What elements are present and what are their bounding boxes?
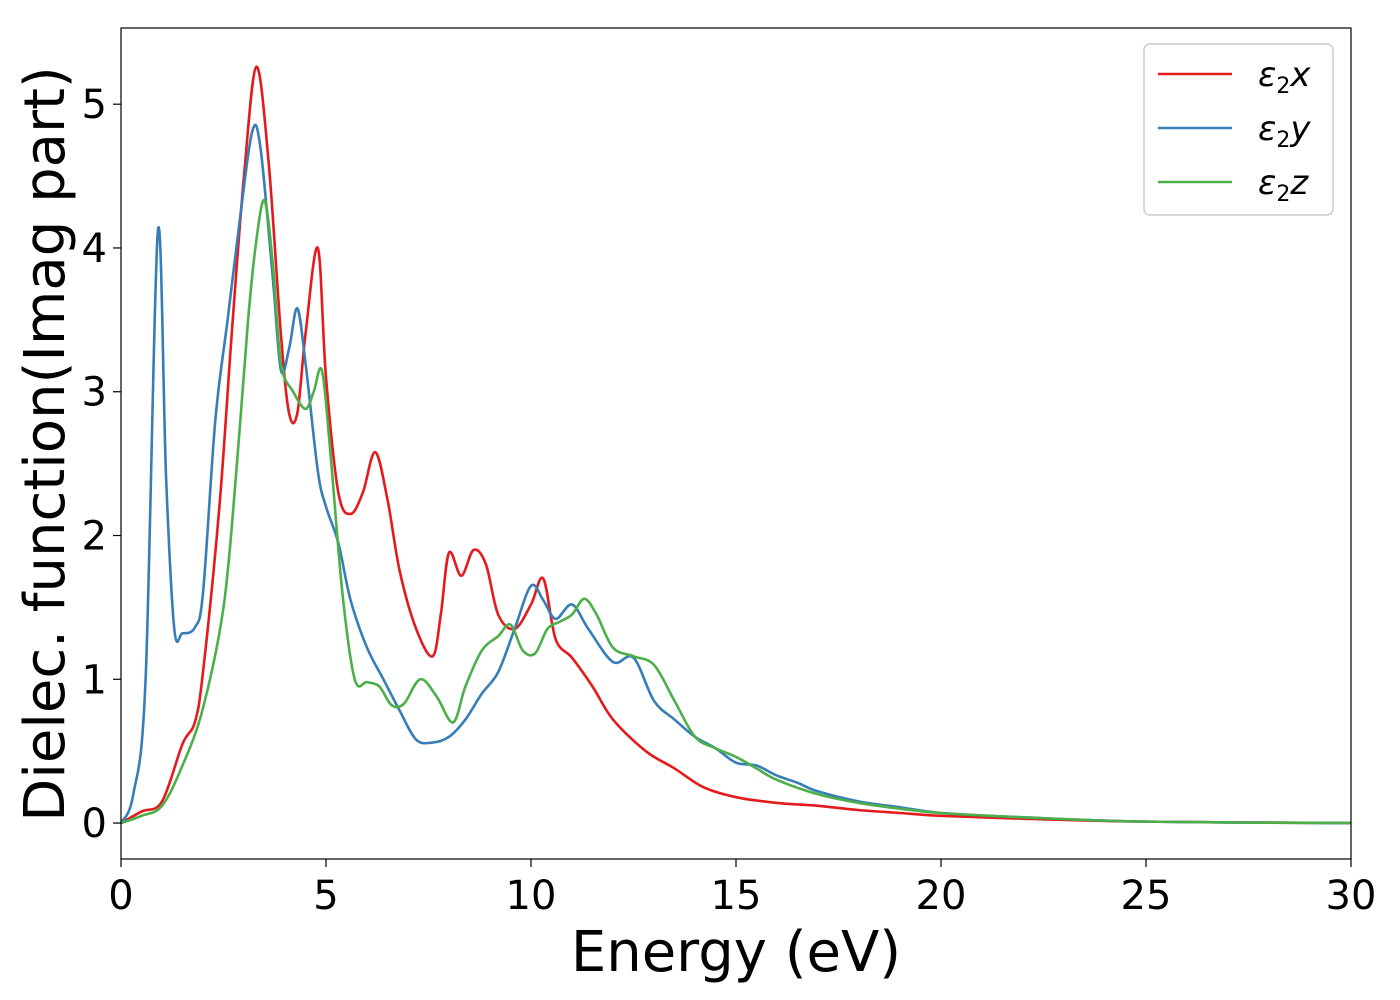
y-tick-label: 1 <box>82 657 107 703</box>
legend-label: ε2y <box>1258 109 1311 153</box>
legend-label: ε2x <box>1258 55 1311 99</box>
x-tick-label: 20 <box>916 873 967 919</box>
y-tick-label: 3 <box>82 370 107 416</box>
series-line-y <box>121 123 1351 825</box>
y-axis-title: Dielec. function(Imag part) <box>13 66 78 822</box>
axes: 0 5 10 15 20 25 30 0 1 2 3 4 5 <box>82 82 1377 919</box>
plot-frame <box>120 27 1352 860</box>
x-tick-label: 5 <box>313 873 338 919</box>
x-tick-label: 0 <box>108 873 133 919</box>
series-line-z <box>121 199 1351 825</box>
legend-label: ε2z <box>1258 163 1309 207</box>
legend-box <box>1143 43 1334 216</box>
legend: ε2x ε2y ε2z <box>1143 43 1334 216</box>
x-tick-label: 30 <box>1326 873 1377 919</box>
y-tick-label: 0 <box>82 801 107 847</box>
x-tick-label: 15 <box>711 873 762 919</box>
y-tick-label: 4 <box>82 226 107 272</box>
x-tick-label: 25 <box>1121 873 1172 919</box>
y-tick-label: 5 <box>82 82 107 128</box>
y-tick-label: 2 <box>82 514 107 560</box>
x-axis-title: Energy (eV) <box>571 920 901 985</box>
series-lines <box>121 65 1351 825</box>
x-tick-label: 10 <box>506 873 557 919</box>
